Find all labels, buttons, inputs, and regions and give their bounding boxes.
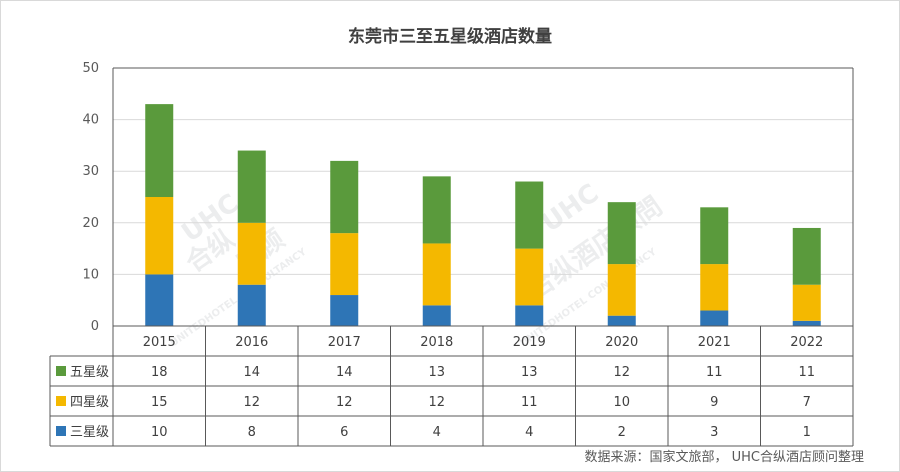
data-label: 14: [336, 365, 353, 380]
x-tick-label: 2015: [143, 335, 176, 350]
legend-swatch: [56, 366, 66, 376]
data-label: 13: [521, 365, 538, 380]
data-label: 12: [243, 395, 260, 410]
bar-segment: [237, 222, 266, 285]
data-label: 15: [151, 395, 168, 410]
data-label: 4: [433, 425, 441, 440]
x-tick-label: 2016: [235, 335, 268, 350]
data-label: 12: [613, 365, 630, 380]
bar-segment: [792, 227, 821, 285]
legend-label: 四星级: [70, 395, 109, 410]
bar-segment: [237, 150, 266, 223]
data-label: 6: [340, 425, 348, 440]
y-tick-label: 0: [91, 319, 99, 334]
data-label: 2: [618, 425, 626, 440]
bar-segment: [145, 104, 174, 197]
bar-segment: [330, 233, 359, 296]
bar-segment: [515, 248, 544, 306]
legend-label: 三星级: [70, 425, 109, 440]
bar-segment: [792, 320, 821, 326]
axes: 0 10 20 30 40 50: [82, 61, 854, 334]
bar-segment: [237, 284, 266, 326]
bar-segment: [700, 264, 729, 311]
y-tick-label: 10: [82, 267, 99, 282]
bar-segment: [700, 207, 729, 265]
data-label: 9: [710, 395, 718, 410]
bar-segment: [607, 202, 636, 265]
y-tick-label: 30: [82, 164, 99, 179]
y-tick-label: 40: [82, 113, 99, 128]
bar-segment: [145, 274, 174, 326]
bar-segment: [607, 264, 636, 316]
x-tick-label: 2022: [790, 335, 823, 350]
data-label: 8: [248, 425, 256, 440]
data-label: 14: [243, 365, 260, 380]
data-label: 11: [706, 365, 723, 380]
data-label: 11: [521, 395, 538, 410]
legend-swatch: [56, 426, 66, 436]
data-label: 4: [525, 425, 533, 440]
data-label: 10: [613, 395, 630, 410]
x-tick-label: 2018: [420, 335, 453, 350]
chart-title: 东莞市三至五星级酒店数量: [348, 27, 552, 47]
data-label: 12: [336, 395, 353, 410]
bar-segment: [422, 305, 451, 326]
data-label: 1: [803, 425, 811, 440]
bar-segment: [515, 181, 544, 249]
x-tick-label: 2017: [328, 335, 361, 350]
x-tick-label: 2020: [605, 335, 638, 350]
data-label: 11: [798, 365, 815, 380]
legend-label: 五星级: [70, 365, 109, 380]
data-label: 13: [428, 365, 445, 380]
data-label: 12: [428, 395, 445, 410]
data-label: 3: [710, 425, 718, 440]
bar-segment: [145, 197, 174, 275]
bar-segment: [607, 315, 636, 326]
watermark-text: UHC: [536, 178, 604, 238]
bar-segment: [330, 295, 359, 326]
data-label: 18: [151, 365, 168, 380]
bar-segment: [330, 160, 359, 234]
bar-segment: [422, 243, 451, 306]
data-label: 7: [803, 395, 811, 410]
data-label: 10: [151, 425, 168, 440]
source-note: 数据来源：国家文旅部， UHC合纵酒店顾问整理: [584, 450, 864, 465]
bar-segment: [515, 305, 544, 326]
legend-swatch: [56, 396, 66, 406]
x-tick-label: 2019: [513, 335, 546, 350]
bars: [145, 104, 821, 326]
bar-segment: [792, 284, 821, 321]
bar-segment: [422, 176, 451, 244]
y-tick-label: 50: [82, 61, 99, 76]
y-tick-label: 20: [82, 216, 99, 231]
bar-segment: [700, 310, 729, 326]
x-tick-label: 2021: [698, 335, 731, 350]
